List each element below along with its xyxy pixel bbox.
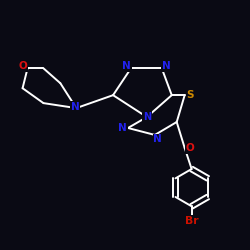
Text: Br: Br: [185, 216, 198, 226]
Text: N: N: [154, 134, 162, 144]
Text: N: N: [122, 61, 131, 71]
Text: O: O: [186, 143, 194, 153]
Text: N: N: [118, 123, 127, 133]
Text: S: S: [186, 90, 194, 100]
Text: O: O: [19, 61, 28, 71]
Text: N: N: [162, 61, 171, 71]
Text: N: N: [71, 102, 80, 112]
Text: N: N: [143, 112, 151, 122]
